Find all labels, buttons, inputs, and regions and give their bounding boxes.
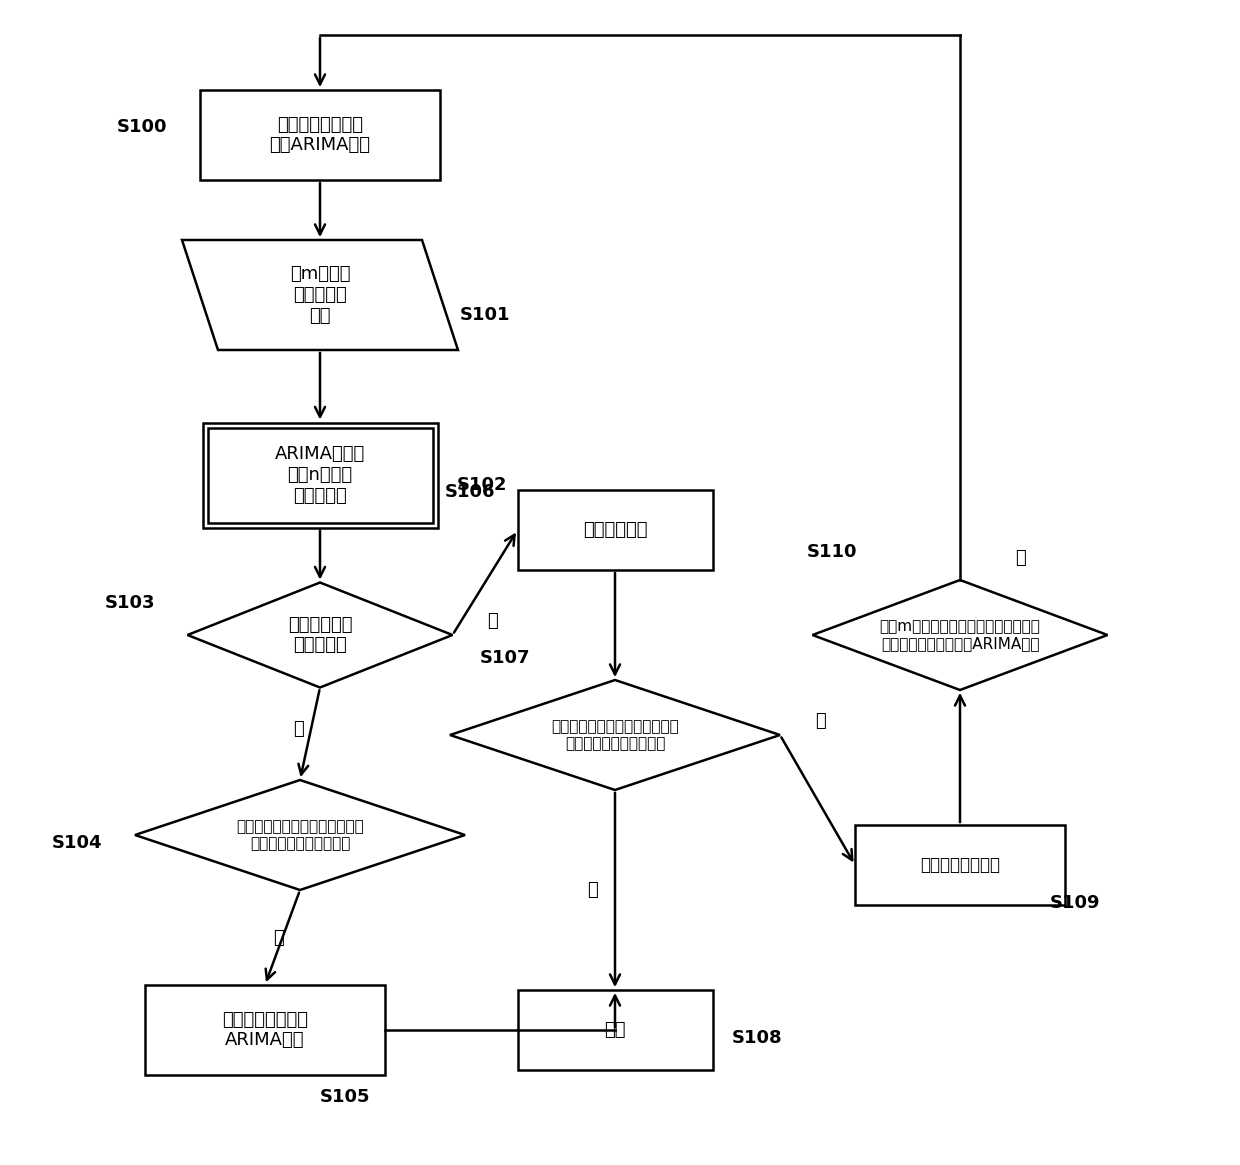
Text: 报警: 报警: [604, 1021, 626, 1039]
Text: S108: S108: [732, 1029, 782, 1047]
Polygon shape: [450, 680, 780, 790]
Text: S110: S110: [807, 543, 858, 562]
Text: 前m个时间
点流量数据
导入: 前m个时间 点流量数据 导入: [290, 266, 350, 325]
Text: 是: 是: [273, 929, 284, 946]
Polygon shape: [187, 582, 453, 687]
Text: 否: 否: [815, 712, 826, 730]
Text: 实际值是否偏
离置信区间: 实际值是否偏 离置信区间: [288, 615, 352, 655]
Text: S104: S104: [52, 834, 102, 852]
Text: 是: 是: [1014, 549, 1025, 567]
Bar: [517, 490, 713, 570]
Text: S103: S103: [104, 594, 155, 612]
Bar: [856, 825, 1065, 905]
Text: S101: S101: [460, 306, 510, 324]
Text: 流量值与前一时刻的流量值相减
的绝对值是否超过临界值: 流量值与前一时刻的流量值相减 的绝对值是否超过临界值: [551, 719, 678, 751]
Text: 是: 是: [588, 881, 599, 899]
Bar: [200, 90, 440, 181]
Bar: [145, 984, 384, 1075]
Text: S109: S109: [1050, 894, 1100, 912]
Text: S102: S102: [458, 476, 507, 494]
Text: 否: 否: [293, 720, 304, 737]
Text: 预测值与前一时刻的实际值相减
的绝对值是否超过临界值: 预测值与前一时刻的实际值相减 的绝对值是否超过临界值: [236, 819, 363, 852]
Polygon shape: [135, 781, 465, 890]
Bar: [202, 423, 438, 528]
Text: S100: S100: [117, 118, 167, 136]
Text: 通过历史数据获得
初始ARIMA模型: 通过历史数据获得 初始ARIMA模型: [269, 115, 371, 155]
Text: 启动再学习，修改
ARIMA模型: 启动再学习，修改 ARIMA模型: [222, 1010, 308, 1050]
Text: 记录无报警的次数: 记录无报警的次数: [920, 856, 999, 874]
Text: 启动备选方案: 启动备选方案: [583, 521, 647, 539]
Polygon shape: [182, 240, 458, 350]
Text: S107: S107: [480, 649, 531, 668]
Text: 连续m个时间点无报警，弹出对话框给
用户提醒是否继续进行ARIMA预测: 连续m个时间点无报警，弹出对话框给 用户提醒是否继续进行ARIMA预测: [879, 619, 1040, 651]
Text: S106: S106: [444, 483, 495, 501]
Text: 是: 是: [487, 612, 498, 630]
Polygon shape: [812, 580, 1107, 690]
Text: ARIMA模型预
测下n个时间
点的流量值: ARIMA模型预 测下n个时间 点的流量值: [275, 445, 365, 504]
Bar: [517, 990, 713, 1069]
Text: S105: S105: [320, 1088, 371, 1106]
Bar: [207, 428, 433, 522]
